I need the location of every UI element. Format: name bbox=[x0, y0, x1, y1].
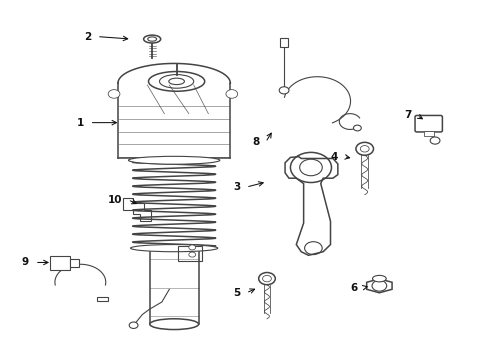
Text: 2: 2 bbox=[84, 32, 91, 41]
Circle shape bbox=[189, 252, 196, 257]
Text: 1: 1 bbox=[76, 118, 84, 128]
Bar bbox=[98, 297, 108, 301]
Bar bbox=[49, 256, 70, 270]
Bar bbox=[280, 39, 288, 47]
Circle shape bbox=[279, 87, 289, 94]
Ellipse shape bbox=[128, 156, 220, 164]
Circle shape bbox=[189, 245, 196, 250]
Bar bbox=[424, 131, 434, 135]
Polygon shape bbox=[367, 279, 392, 293]
Text: 4: 4 bbox=[330, 152, 338, 162]
Circle shape bbox=[259, 273, 275, 285]
Text: 5: 5 bbox=[233, 288, 240, 298]
Circle shape bbox=[372, 280, 387, 291]
Text: 10: 10 bbox=[107, 195, 122, 205]
Circle shape bbox=[226, 90, 238, 98]
Ellipse shape bbox=[372, 275, 386, 282]
Ellipse shape bbox=[148, 37, 157, 41]
Ellipse shape bbox=[150, 319, 198, 329]
Circle shape bbox=[108, 90, 120, 98]
Circle shape bbox=[360, 145, 369, 152]
Bar bbox=[177, 246, 202, 261]
Circle shape bbox=[129, 322, 138, 328]
FancyBboxPatch shape bbox=[415, 116, 442, 132]
Circle shape bbox=[430, 137, 440, 144]
Circle shape bbox=[353, 125, 361, 131]
Ellipse shape bbox=[144, 35, 161, 43]
Circle shape bbox=[356, 142, 373, 155]
Circle shape bbox=[263, 275, 271, 282]
Text: 8: 8 bbox=[252, 138, 260, 147]
Text: 9: 9 bbox=[22, 257, 29, 267]
Text: 6: 6 bbox=[350, 283, 357, 293]
Text: 3: 3 bbox=[233, 182, 240, 192]
Text: 7: 7 bbox=[404, 111, 411, 121]
Ellipse shape bbox=[130, 244, 218, 252]
Bar bbox=[70, 259, 79, 267]
